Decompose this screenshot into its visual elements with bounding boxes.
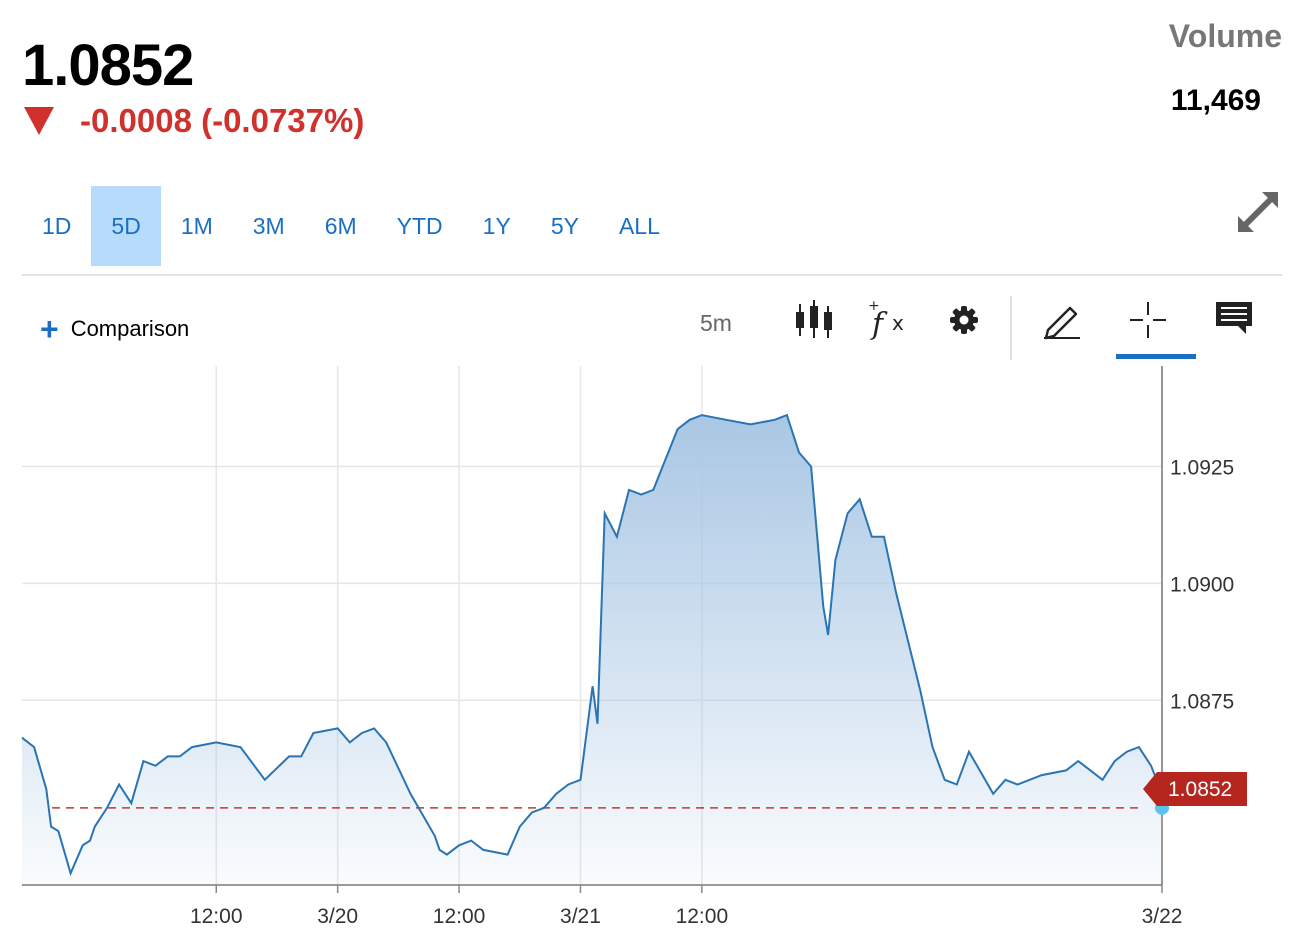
- range-tab-5d[interactable]: 5D: [91, 186, 161, 266]
- volume-value: 11,469: [1170, 84, 1261, 117]
- interval-select[interactable]: 5m: [700, 310, 732, 336]
- expand-icon[interactable]: [1232, 186, 1284, 238]
- range-tab-1d[interactable]: 1D: [42, 213, 72, 239]
- y-tick-label: 1.0900: [1170, 573, 1234, 596]
- comparison-label: Comparison: [70, 316, 190, 341]
- last-price: 1.0852: [22, 33, 194, 98]
- last-price-tag: [1143, 772, 1247, 806]
- svg-text:x: x: [892, 311, 904, 335]
- comment-icon[interactable]: [1212, 298, 1256, 342]
- x-tick-label: 3/20: [317, 905, 358, 928]
- x-tick-label: 12:00: [190, 905, 243, 928]
- svg-text:+: +: [868, 298, 880, 314]
- price-line: [21, 413, 1163, 877]
- x-tick-label: 12:00: [676, 905, 729, 928]
- range-tab-all[interactable]: ALL: [618, 213, 660, 239]
- range-tab-ytd[interactable]: YTD: [396, 213, 443, 239]
- function-icon[interactable]: + f x: [866, 298, 910, 342]
- comparison-button[interactable]: + Comparison: [40, 313, 189, 345]
- range-tabs: 1D 5D 1M 3M 6M YTD 1Y 5Y ALL: [22, 186, 680, 266]
- pencil-icon[interactable]: [1040, 298, 1084, 342]
- price-chart[interactable]: 1.0925 1.0900 1.0875 12:00 3/20 12:00 3/21 12:…: [0, 360, 1304, 942]
- volume-label: Volume: [1168, 18, 1282, 54]
- down-arrow-icon: [24, 107, 54, 135]
- range-tab-1m[interactable]: 1M: [180, 213, 213, 239]
- y-tick-label: 1.0875: [1170, 690, 1234, 713]
- range-tab-3m[interactable]: 3M: [252, 213, 285, 239]
- y-tick-label: 1.0925: [1170, 457, 1234, 480]
- price-change: -0.0008 (-0.0737%): [24, 102, 364, 140]
- x-tick-label: 3/22: [1142, 905, 1183, 928]
- toolbar-separator: [1010, 296, 1012, 360]
- plus-icon: +: [40, 311, 59, 347]
- change-value: -0.0008 (-0.0737%): [80, 102, 365, 139]
- x-tick-label: 3/21: [560, 905, 601, 928]
- range-tab-5y[interactable]: 5Y: [550, 213, 579, 239]
- range-tab-6m[interactable]: 6M: [324, 213, 357, 239]
- x-tick-label: 12:00: [433, 905, 486, 928]
- header-divider: [22, 274, 1282, 276]
- candlestick-icon[interactable]: [794, 298, 838, 342]
- range-tab-1y[interactable]: 1Y: [482, 213, 511, 239]
- svg-text:f: f: [870, 307, 888, 342]
- crosshair-icon[interactable]: [1126, 298, 1170, 342]
- last-price-tag-label: 1.0852: [1168, 778, 1233, 801]
- price-area: [22, 415, 1162, 885]
- active-tool-indicator: [1116, 354, 1196, 359]
- gear-icon[interactable]: [942, 298, 986, 342]
